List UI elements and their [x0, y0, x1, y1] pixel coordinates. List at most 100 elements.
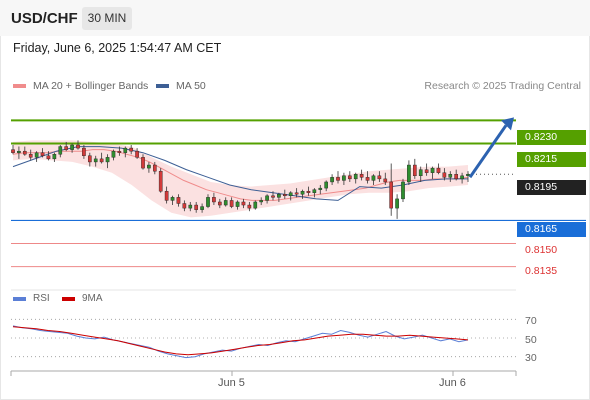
- rsi-level-50: 50: [525, 334, 537, 346]
- candle-body: [34, 152, 39, 158]
- candle-body: [229, 200, 234, 207]
- candle-body: [200, 206, 204, 210]
- candle-body: [141, 157, 145, 169]
- candle-body: [359, 174, 364, 178]
- timeframe-button[interactable]: 30 MIN: [82, 7, 132, 30]
- candle-body: [389, 181, 394, 209]
- candle-body: [212, 197, 216, 203]
- level-label-pivot: 0.8165: [517, 222, 586, 237]
- legend-rsi-ma-swatch: [62, 296, 75, 301]
- level-label-r1: 0.8215: [517, 152, 586, 167]
- legend-ma50: MA 50: [156, 80, 206, 92]
- candle-body: [123, 147, 128, 153]
- candle-body: [52, 154, 57, 160]
- candle-body: [377, 175, 382, 180]
- candle-body: [300, 190, 305, 195]
- candle-body: [176, 197, 181, 204]
- candle-body: [277, 194, 281, 198]
- candle-body: [271, 195, 275, 198]
- candle-body: [76, 144, 80, 149]
- legend-bollinger-swatch: [13, 84, 26, 88]
- candle-body: [294, 192, 299, 195]
- candle-body: [395, 198, 399, 209]
- candle-body: [306, 190, 311, 193]
- candle-body: [206, 197, 210, 207]
- rsi-line: [12, 325, 469, 359]
- candle-body: [182, 203, 187, 209]
- candle-body: [312, 189, 317, 193]
- candle-body: [448, 174, 453, 178]
- candle-body: [170, 197, 175, 201]
- candle-body: [460, 175, 464, 180]
- candle-body: [194, 204, 199, 210]
- candle-body: [241, 201, 246, 206]
- level-label-last: 0.8195: [517, 180, 586, 195]
- candle-body: [105, 157, 110, 163]
- candle-body: [330, 177, 334, 183]
- bollinger-band: [13, 140, 468, 218]
- legend-ma50-label: MA 50: [176, 80, 206, 92]
- legend-ma50-swatch: [156, 84, 169, 88]
- rsi-level-30: 30: [525, 352, 537, 364]
- level-label-r2: 0.8230: [517, 130, 586, 145]
- symbol-title: USD/CHF: [11, 10, 78, 27]
- candle-body: [442, 172, 447, 178]
- candle-body: [46, 155, 51, 160]
- candle-body: [466, 174, 470, 176]
- legend-rsi-ma: 9MA: [62, 293, 103, 304]
- legend-rsi: RSI: [13, 293, 50, 304]
- candle-body: [401, 181, 405, 200]
- candle-body: [265, 195, 269, 201]
- projection-arrow-shaft: [468, 124, 508, 179]
- candle-body: [17, 150, 21, 153]
- candle-body: [336, 177, 340, 181]
- datetime-label: Friday, June 6, 2025 1:54:47 AM CET: [13, 41, 222, 55]
- level-label-s2: 0.8135: [525, 265, 558, 277]
- candle-body: [418, 169, 423, 177]
- candle-body: [412, 164, 417, 177]
- rsi-level-70: 70: [525, 315, 537, 327]
- candle-body: [288, 192, 293, 197]
- candle-body: [223, 200, 228, 206]
- candle-body: [87, 155, 92, 163]
- candle-body: [253, 201, 258, 209]
- candle-body: [235, 201, 240, 207]
- candle-body: [93, 158, 98, 163]
- candle-body: [70, 144, 74, 150]
- candle-body: [40, 152, 45, 156]
- legend-bollinger-label: MA 20 + Bollinger Bands: [33, 80, 149, 92]
- candle-body: [407, 164, 411, 183]
- candle-body: [152, 164, 157, 172]
- candle-body: [22, 150, 27, 155]
- x-label-jun5: Jun 5: [218, 377, 245, 389]
- projection-arrow-head: [501, 117, 514, 131]
- candle-body: [383, 178, 388, 183]
- candle-body: [158, 170, 163, 192]
- ma20-line: [12, 149, 469, 201]
- candle-body: [282, 194, 287, 197]
- candle-body: [430, 167, 435, 173]
- candle-body: [164, 190, 169, 201]
- level-label-s1: 0.8150: [525, 244, 558, 256]
- research-credit: Research © 2025 Trading Central: [424, 80, 581, 92]
- candle-body: [147, 164, 151, 169]
- candle-body: [371, 175, 376, 181]
- candle-body: [259, 200, 264, 203]
- candle-body: [353, 174, 358, 180]
- candle-body: [64, 146, 69, 150]
- candle-body: [135, 150, 139, 158]
- candle-body: [217, 201, 222, 206]
- rsi-ma-line: [12, 326, 469, 356]
- candle-body: [82, 147, 86, 156]
- candle-body: [324, 181, 329, 189]
- candle-body: [111, 150, 116, 158]
- candle-body: [58, 146, 63, 155]
- legend-bollinger: MA 20 + Bollinger Bands: [13, 80, 148, 92]
- candle-body: [99, 158, 104, 163]
- candle-body: [117, 150, 122, 153]
- candle-body: [318, 187, 323, 190]
- candle-body: [365, 177, 370, 181]
- x-label-jun6: Jun 6: [439, 377, 466, 389]
- candle-body: [11, 149, 15, 153]
